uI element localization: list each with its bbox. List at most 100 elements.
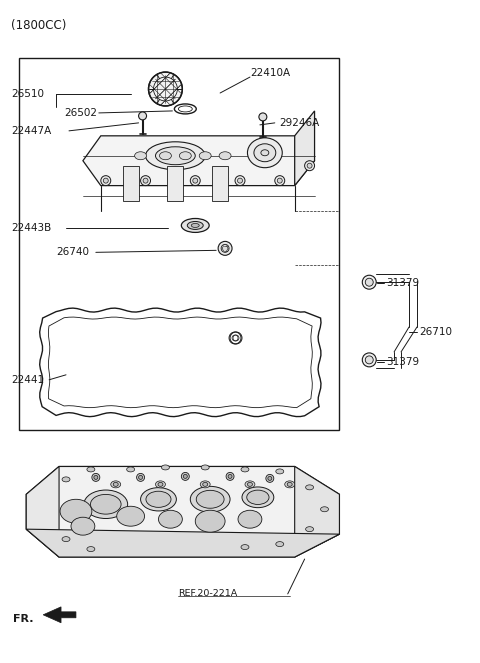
Text: (1800CC): (1800CC) <box>12 19 67 32</box>
Ellipse shape <box>190 487 230 512</box>
Ellipse shape <box>87 546 95 552</box>
Ellipse shape <box>195 511 225 532</box>
Ellipse shape <box>141 488 176 511</box>
Ellipse shape <box>276 542 284 546</box>
Ellipse shape <box>90 495 121 514</box>
Ellipse shape <box>241 544 249 550</box>
Ellipse shape <box>287 483 292 487</box>
Ellipse shape <box>111 481 120 488</box>
Text: 26710: 26710 <box>419 327 452 337</box>
Circle shape <box>307 163 312 168</box>
Ellipse shape <box>248 483 252 487</box>
Polygon shape <box>295 111 314 186</box>
Circle shape <box>238 178 242 183</box>
Ellipse shape <box>276 469 284 474</box>
Ellipse shape <box>219 152 231 160</box>
Ellipse shape <box>159 152 171 160</box>
Ellipse shape <box>71 517 95 535</box>
Circle shape <box>228 475 232 479</box>
Polygon shape <box>26 467 59 557</box>
Ellipse shape <box>156 147 195 164</box>
Text: 26502: 26502 <box>64 108 97 118</box>
Ellipse shape <box>199 152 211 160</box>
Ellipse shape <box>134 152 146 160</box>
Ellipse shape <box>146 491 171 507</box>
Ellipse shape <box>87 467 95 472</box>
Text: 26510: 26510 <box>12 89 44 99</box>
Polygon shape <box>43 607 76 623</box>
Circle shape <box>277 178 282 183</box>
Text: 29246A: 29246A <box>279 118 319 128</box>
Circle shape <box>92 473 100 481</box>
Text: 31379: 31379 <box>386 278 419 288</box>
Circle shape <box>143 178 148 183</box>
Polygon shape <box>83 136 314 186</box>
Ellipse shape <box>117 507 144 526</box>
Ellipse shape <box>247 490 269 505</box>
Ellipse shape <box>187 221 203 229</box>
Circle shape <box>218 241 232 255</box>
Ellipse shape <box>192 223 199 227</box>
Text: 22441: 22441 <box>12 375 45 385</box>
Circle shape <box>103 178 108 183</box>
Ellipse shape <box>285 481 295 488</box>
Bar <box>168 166 183 200</box>
Text: FR.: FR. <box>13 614 34 624</box>
Text: 22410A: 22410A <box>250 68 290 78</box>
Circle shape <box>181 473 189 481</box>
Circle shape <box>148 72 182 106</box>
Text: 22443B: 22443B <box>12 223 51 233</box>
Ellipse shape <box>306 485 313 490</box>
Circle shape <box>362 353 376 367</box>
Ellipse shape <box>62 477 70 482</box>
Circle shape <box>94 475 98 479</box>
Ellipse shape <box>241 467 249 472</box>
Circle shape <box>235 176 245 186</box>
Ellipse shape <box>201 465 209 470</box>
Ellipse shape <box>245 481 255 488</box>
Polygon shape <box>26 529 339 557</box>
Text: 26740: 26740 <box>56 247 89 257</box>
Circle shape <box>139 475 143 479</box>
Circle shape <box>183 475 187 479</box>
Ellipse shape <box>60 499 92 523</box>
Ellipse shape <box>321 507 328 512</box>
Bar <box>123 166 139 200</box>
Ellipse shape <box>261 150 269 156</box>
Circle shape <box>137 473 144 481</box>
Ellipse shape <box>84 490 128 518</box>
Circle shape <box>365 356 373 364</box>
Circle shape <box>190 176 200 186</box>
Ellipse shape <box>180 152 192 160</box>
Bar <box>212 166 228 200</box>
Ellipse shape <box>200 481 210 488</box>
Ellipse shape <box>113 483 118 487</box>
Ellipse shape <box>254 144 276 162</box>
Ellipse shape <box>248 138 282 168</box>
Circle shape <box>101 176 111 186</box>
Ellipse shape <box>62 536 70 542</box>
Circle shape <box>365 278 373 286</box>
Ellipse shape <box>158 511 182 528</box>
Circle shape <box>193 178 198 183</box>
Circle shape <box>221 245 229 253</box>
Bar <box>19 58 339 430</box>
Circle shape <box>305 160 314 170</box>
Polygon shape <box>26 467 339 557</box>
Circle shape <box>275 176 285 186</box>
Ellipse shape <box>158 483 163 487</box>
Ellipse shape <box>161 465 169 470</box>
Circle shape <box>268 477 272 481</box>
Ellipse shape <box>238 511 262 528</box>
Ellipse shape <box>196 491 224 509</box>
Ellipse shape <box>145 142 205 170</box>
Text: 31379: 31379 <box>386 357 419 367</box>
Ellipse shape <box>203 483 208 487</box>
Circle shape <box>226 473 234 481</box>
Ellipse shape <box>181 219 209 233</box>
Text: 22447A: 22447A <box>12 126 51 136</box>
Ellipse shape <box>242 487 274 508</box>
Text: REF.20-221A: REF.20-221A <box>179 589 238 599</box>
Circle shape <box>266 475 274 483</box>
Polygon shape <box>295 467 339 557</box>
